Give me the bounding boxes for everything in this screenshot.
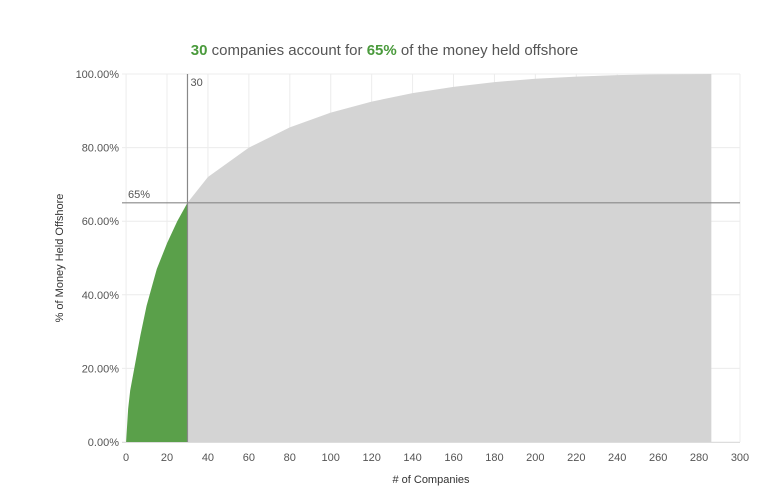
x-tick-label: 300 xyxy=(731,452,749,464)
reference-lines: 30 65% xyxy=(122,74,740,442)
y-tick-label: 0.00% xyxy=(88,437,119,449)
x-tick-label: 0 xyxy=(123,452,129,464)
y-axis-ticks: 0.00% 20.00% 40.00% 60.00% 80.00% 100.00% xyxy=(76,69,120,449)
remaining-area xyxy=(187,74,712,442)
x-tick-label: 160 xyxy=(444,452,462,464)
x-tick-label: 60 xyxy=(243,452,255,464)
x-tick-label: 240 xyxy=(608,452,626,464)
title-text-b: of the money held offshore xyxy=(396,42,579,59)
y-tick-label: 60.00% xyxy=(82,216,120,228)
reference-label-x: 30 xyxy=(190,77,202,89)
x-axis-title: # of Companies xyxy=(392,474,470,486)
x-tick-label: 180 xyxy=(485,452,503,464)
y-axis-title: % of Money Held Offshore xyxy=(54,194,66,323)
reference-label-y: 65% xyxy=(128,189,150,201)
chart-title: 30 companies account for 65% of the mone… xyxy=(0,42,769,59)
x-tick-label: 40 xyxy=(202,452,214,464)
y-tick-label: 100.00% xyxy=(76,69,120,81)
x-tick-label: 140 xyxy=(403,452,421,464)
x-tick-label: 120 xyxy=(362,452,380,464)
x-tick-label: 80 xyxy=(284,452,296,464)
title-percent: 65% xyxy=(366,42,397,59)
title-text-a: companies account for xyxy=(207,42,367,59)
x-tick-label: 100 xyxy=(322,452,340,464)
x-tick-label: 280 xyxy=(690,452,708,464)
title-count: 30 xyxy=(190,42,208,59)
x-axis-ticks: 0 20 40 60 80 100 120 140 160 180 200 220 240 260 280 3… xyxy=(123,452,749,464)
y-tick-label: 20.00% xyxy=(82,363,120,375)
x-tick-label: 200 xyxy=(526,452,544,464)
x-tick-label: 220 xyxy=(567,452,585,464)
y-tick-label: 80.00% xyxy=(82,143,120,155)
x-tick-label: 20 xyxy=(161,452,173,464)
x-tick-label: 260 xyxy=(649,452,667,464)
y-tick-label: 40.00% xyxy=(82,290,120,302)
chart-areas xyxy=(126,74,712,442)
highlight-area xyxy=(126,202,188,442)
